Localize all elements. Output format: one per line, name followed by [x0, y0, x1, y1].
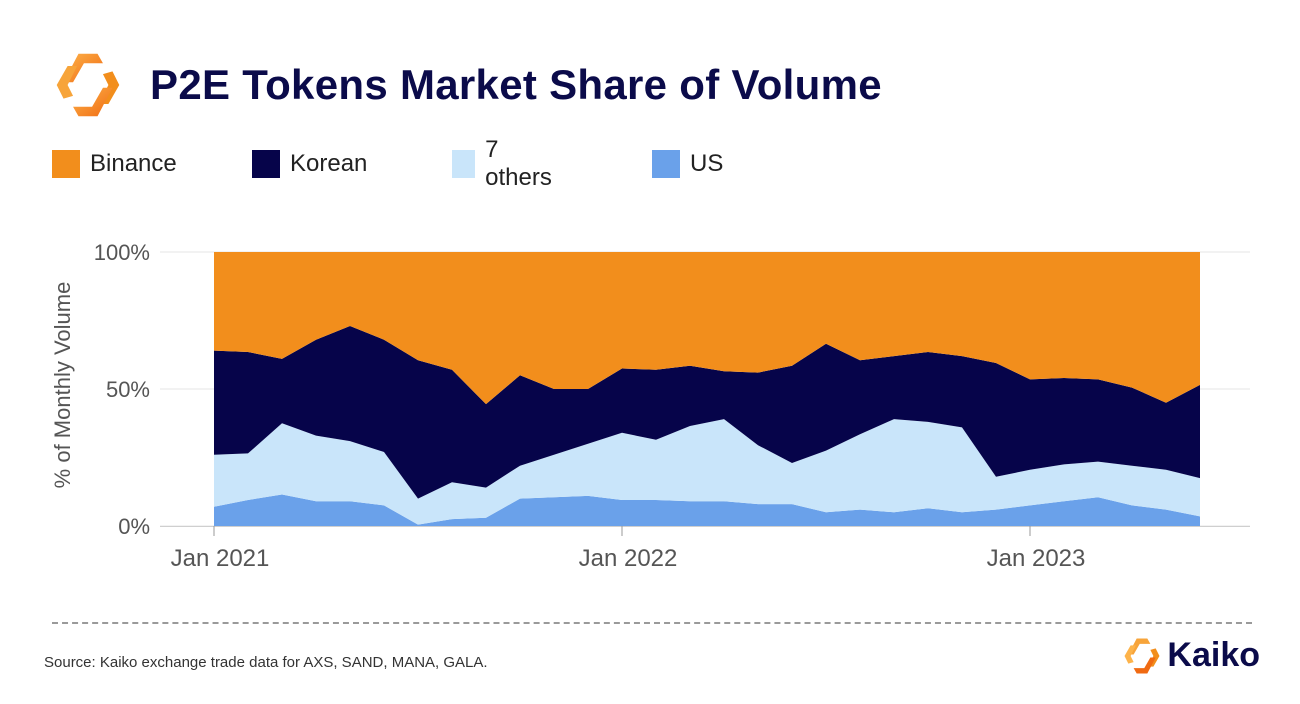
legend-item[interactable]: Korean: [252, 148, 367, 180]
x-tick-label: Jan 2021: [171, 545, 270, 572]
header: P2E Tokens Market Share of Volume: [52, 50, 882, 120]
legend-swatch: [52, 150, 80, 178]
legend-swatch: [252, 150, 280, 178]
brand-mark: Kaiko: [1123, 636, 1260, 675]
kaiko-small-logo-icon: [1124, 638, 1160, 673]
brand-name: Kaiko: [1167, 636, 1260, 674]
area-series: [214, 252, 1200, 405]
legend-item[interactable]: US: [652, 148, 723, 180]
legend-swatch: [452, 150, 476, 178]
kaiko-logo-icon: [56, 53, 120, 117]
y-tick-label: 50%: [106, 377, 150, 402]
area-series: [214, 326, 1200, 499]
area-series: [214, 494, 1200, 526]
legend-label: Korean: [290, 150, 368, 177]
source-note: Source: Kaiko exchange trade data for AX…: [44, 654, 488, 671]
legend-swatch: [652, 150, 680, 178]
legend-label: 7 others: [485, 136, 552, 191]
legend-label: Binance: [90, 150, 177, 177]
legend-item[interactable]: Binance: [52, 148, 177, 180]
divider: [52, 622, 1252, 624]
x-tick-label: Jan 2023: [987, 545, 1086, 572]
x-tick-label: Jan 2022: [579, 545, 678, 572]
y-axis-label: % of Monthly Volume: [50, 282, 75, 489]
y-tick-label: 0%: [118, 514, 150, 539]
page-title: P2E Tokens Market Share of Volume: [150, 61, 882, 108]
legend-item[interactable]: 7 others: [452, 136, 557, 191]
area-chart: 0% 50% 100% Jan 2021 Jan 2022 Jan 2023 % of Mo…: [50, 240, 1250, 572]
area-series: [214, 419, 1200, 525]
legend-label: US: [690, 150, 724, 177]
y-tick-label: 100%: [94, 240, 150, 265]
